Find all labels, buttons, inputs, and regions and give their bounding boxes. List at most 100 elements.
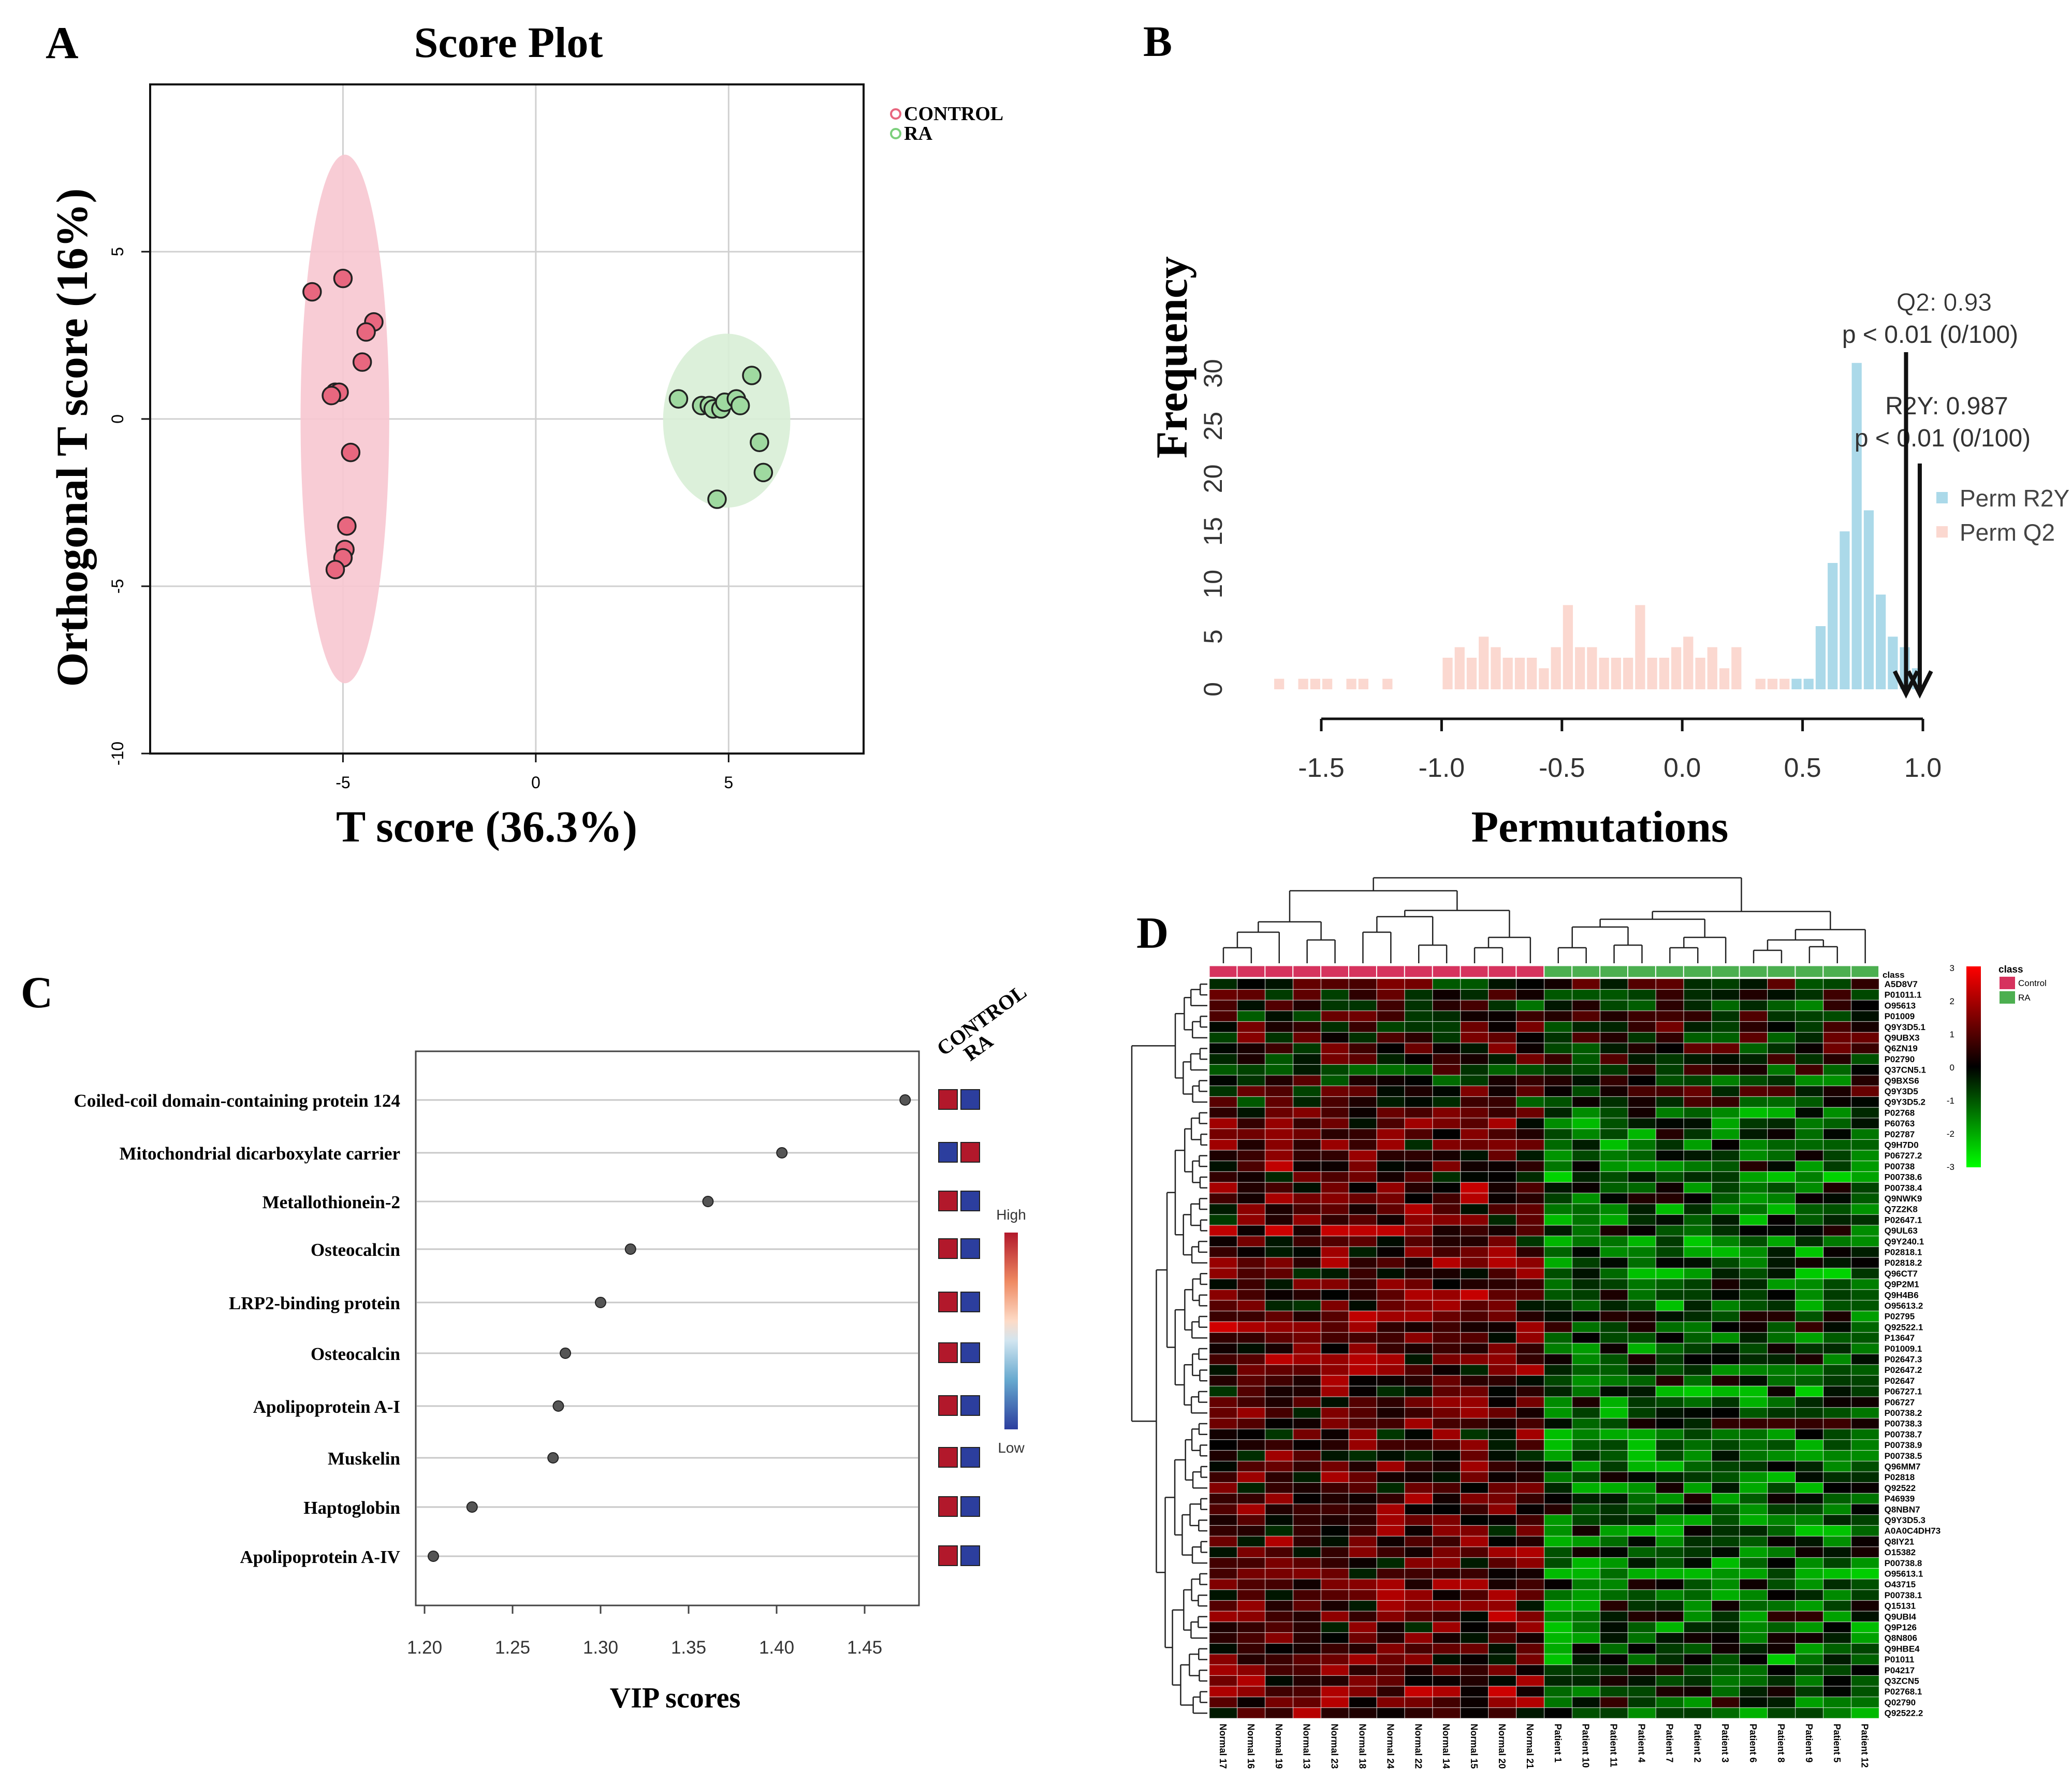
vip-row-label-6: Apolipoprotein A-I: [253, 1397, 400, 1417]
heatmap-cell-17-1: [1237, 1161, 1265, 1172]
heatmap-cell-49-2: [1265, 1503, 1293, 1515]
heatmap-cell-56-4: [1321, 1579, 1349, 1590]
heatmap-cell-21-20: [1767, 1204, 1796, 1215]
heatmap-cell-39-1: [1237, 1396, 1265, 1408]
heatmap-cell-20-18: [1711, 1193, 1740, 1204]
heatmap-row-label-14: P02787: [1885, 1130, 1915, 1139]
heatmap-cell-42-8: [1432, 1428, 1461, 1440]
heatmap-cell-37-21: [1795, 1375, 1823, 1386]
heatmap-cell-9-18: [1711, 1075, 1740, 1087]
heatmap-cell-13-15: [1628, 1118, 1656, 1129]
heatmap-cell-51-4: [1321, 1525, 1349, 1537]
heatmap-cell-42-16: [1655, 1428, 1684, 1440]
heatmap-cell-36-6: [1376, 1364, 1405, 1375]
heatmap-cell-52-8: [1432, 1536, 1461, 1547]
heatmap-cell-66-22: [1823, 1686, 1851, 1697]
heatmap-row-label-60: Q9P126: [1885, 1623, 1917, 1632]
heatmap-cell-56-6: [1376, 1579, 1405, 1590]
heatmap-cell-47-5: [1349, 1482, 1377, 1494]
heatmap-scale-tick-0: 3: [1950, 963, 1954, 973]
heatmap-cell-26-23: [1851, 1257, 1879, 1268]
heatmap-cell-43-19: [1739, 1439, 1768, 1451]
heatmap-cell-41-8: [1432, 1418, 1461, 1429]
heatmap-cell-47-0: [1209, 1482, 1237, 1494]
vip-row-label-9: Apolipoprotein A-IV: [240, 1547, 400, 1567]
vip-class-cell-2-control: [938, 1191, 958, 1211]
heatmap-cell-0-4: [1321, 978, 1349, 990]
heatmap-cell-32-10: [1488, 1321, 1516, 1333]
heatmap-row-label-23: Q9UL63: [1885, 1226, 1918, 1236]
heatmap-cell-25-3: [1293, 1247, 1321, 1258]
heatmap-cell-37-4: [1321, 1375, 1349, 1386]
heatmap-cell-31-20: [1767, 1311, 1796, 1322]
hist-bar-perm-q2-11: [1491, 647, 1501, 689]
heatmap-cell-25-9: [1460, 1247, 1489, 1258]
heatmap-cell-56-10: [1488, 1579, 1516, 1590]
heatmap-cell-21-6: [1376, 1204, 1405, 1215]
heatmap-cell-31-18: [1711, 1311, 1740, 1322]
hist-bar-perm-q2-32: [1755, 678, 1765, 689]
heatmap-cell-7-18: [1711, 1053, 1740, 1065]
heatmap-cell-20-8: [1432, 1193, 1461, 1204]
permutation-x-tick-label-1.0: 1.0: [1904, 753, 1942, 783]
heatmap-cell-31-7: [1404, 1311, 1433, 1322]
heatmap-cell-39-20: [1767, 1396, 1796, 1408]
heatmap-cell-66-14: [1600, 1686, 1628, 1697]
heatmap-cell-7-11: [1516, 1053, 1544, 1065]
heatmap-cell-36-2: [1265, 1364, 1293, 1375]
heatmap-cell-60-2: [1265, 1621, 1293, 1633]
heatmap-cell-14-6: [1376, 1128, 1405, 1140]
heatmap-cell-19-3: [1293, 1182, 1321, 1194]
heatmap-cell-60-23: [1851, 1621, 1879, 1633]
heatmap-cell-52-7: [1404, 1536, 1433, 1547]
heatmap-cell-45-21: [1795, 1461, 1823, 1472]
heatmap-cell-45-18: [1711, 1461, 1740, 1472]
heatmap-cell-51-7: [1404, 1525, 1433, 1537]
heatmap-cell-27-22: [1823, 1268, 1851, 1279]
heatmap-cell-29-9: [1460, 1289, 1489, 1301]
heatmap-cell-5-9: [1460, 1032, 1489, 1044]
heatmap-cell-34-4: [1321, 1343, 1349, 1354]
vip-rows: Coiled-coil domain-containing protein 12…: [74, 1089, 980, 1567]
heatmap-cell-57-16: [1655, 1589, 1684, 1601]
heatmap-cell-43-15: [1628, 1439, 1656, 1451]
heatmap-cell-3-7: [1404, 1010, 1433, 1022]
hist-bar-perm-q2-21: [1611, 658, 1621, 689]
heatmap-row-label-51: A0A0C4DH73: [1885, 1526, 1941, 1536]
permutation-y-tick-label-20: 20: [1199, 465, 1228, 494]
heatmap-cell-27-21: [1795, 1268, 1823, 1279]
heatmap-cell-61-15: [1628, 1632, 1656, 1644]
heatmap-cell-68-6: [1376, 1707, 1405, 1719]
heatmap-cell-18-14: [1600, 1171, 1628, 1183]
heatmap-cell-43-17: [1683, 1439, 1712, 1451]
permutation-y-tick-label-10: 10: [1199, 570, 1228, 599]
heatmap-cell-17-17: [1683, 1161, 1712, 1172]
heatmap-cell-28-16: [1655, 1279, 1684, 1290]
heatmap-cell-68-18: [1711, 1707, 1740, 1719]
heatmap-cell-53-8: [1432, 1546, 1461, 1558]
heatmap-cell-24-2: [1265, 1236, 1293, 1247]
heatmap-cell-49-22: [1823, 1503, 1851, 1515]
heatmap-cell-61-14: [1600, 1632, 1628, 1644]
heatmap-cell-24-10: [1488, 1236, 1516, 1247]
heatmap-cell-57-7: [1404, 1589, 1433, 1601]
heatmap-cell-66-18: [1711, 1686, 1740, 1697]
heatmap-cell-43-20: [1767, 1439, 1796, 1451]
heatmap-cell-56-3: [1293, 1579, 1321, 1590]
heatmap-cell-57-15: [1628, 1589, 1656, 1601]
heatmap-cell-50-16: [1655, 1514, 1684, 1526]
heatmap-cell-47-15: [1628, 1482, 1656, 1494]
heatmap-cell-61-18: [1711, 1632, 1740, 1644]
hist-bar-perm-q2-26: [1671, 647, 1682, 689]
heatmap-cell-12-18: [1711, 1107, 1740, 1119]
heatmap-cell-37-20: [1767, 1375, 1796, 1386]
heatmap-cell-47-21: [1795, 1482, 1823, 1494]
heatmap-cell-35-16: [1655, 1354, 1684, 1365]
heatmap-cell-0-21: [1795, 978, 1823, 990]
heatmap-cell-64-11: [1516, 1664, 1544, 1676]
heatmap-cell-8-22: [1823, 1064, 1851, 1076]
heatmap-cell-61-6: [1376, 1632, 1405, 1644]
heatmap-cell-16-8: [1432, 1150, 1461, 1161]
heatmap-cell-48-14: [1600, 1493, 1628, 1504]
heatmap-cell-0-0: [1209, 978, 1237, 990]
